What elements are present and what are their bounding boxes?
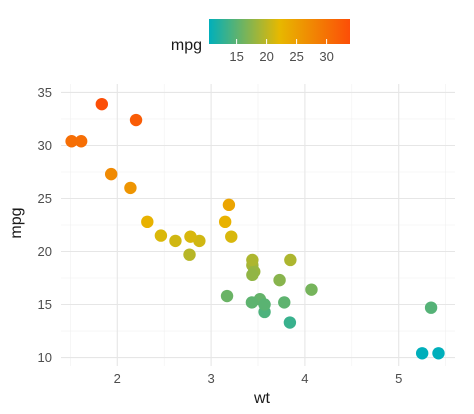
data-point (225, 230, 238, 243)
data-points (65, 97, 445, 360)
y-tick-label: 15 (38, 297, 52, 312)
x-axis-title: wt (253, 390, 271, 407)
data-point (245, 296, 259, 309)
legend-title: mpg (171, 37, 202, 54)
x-axis-ticks: 2 3 4 5 (114, 371, 403, 386)
data-point (246, 268, 259, 282)
y-tick-label: 25 (38, 191, 52, 206)
colorbar-tick-label: 15 (229, 49, 243, 64)
data-point (154, 229, 168, 242)
data-point (184, 230, 197, 243)
data-point (273, 273, 286, 287)
data-point (258, 298, 271, 311)
y-axis-title: mpg (8, 207, 25, 238)
data-point (218, 215, 232, 229)
data-point (284, 253, 297, 267)
colorbar-tick-label: 30 (319, 49, 333, 64)
data-point (283, 316, 297, 329)
y-tick-label: 10 (38, 350, 52, 365)
data-point (222, 198, 236, 212)
data-point (415, 347, 429, 360)
x-tick-label: 4 (301, 371, 308, 386)
data-point (278, 296, 291, 309)
y-axis-ticks: 10 15 20 25 30 35 (38, 85, 52, 365)
grid (61, 84, 455, 366)
data-point (74, 135, 88, 148)
x-tick-label: 2 (114, 371, 121, 386)
data-point (95, 97, 109, 111)
legend: mpg 15 20 25 30 (171, 19, 350, 64)
data-point (424, 301, 438, 314)
data-point (183, 248, 196, 261)
y-tick-label: 30 (38, 138, 52, 153)
x-tick-label: 5 (395, 371, 402, 386)
data-point (246, 253, 259, 267)
data-point (305, 283, 318, 296)
data-point (129, 113, 143, 127)
data-point (432, 347, 445, 360)
data-point (104, 167, 118, 181)
data-point (141, 215, 154, 229)
data-point (124, 181, 137, 195)
x-tick-label: 3 (207, 371, 214, 386)
colorbar (209, 19, 350, 44)
data-point (65, 135, 78, 148)
y-tick-label: 20 (38, 244, 52, 259)
y-tick-label: 35 (38, 85, 52, 100)
data-point (169, 234, 182, 248)
colorbar-tick-label: 25 (289, 49, 303, 64)
colorbar-tick-label: 20 (259, 49, 273, 64)
data-point (220, 289, 234, 303)
